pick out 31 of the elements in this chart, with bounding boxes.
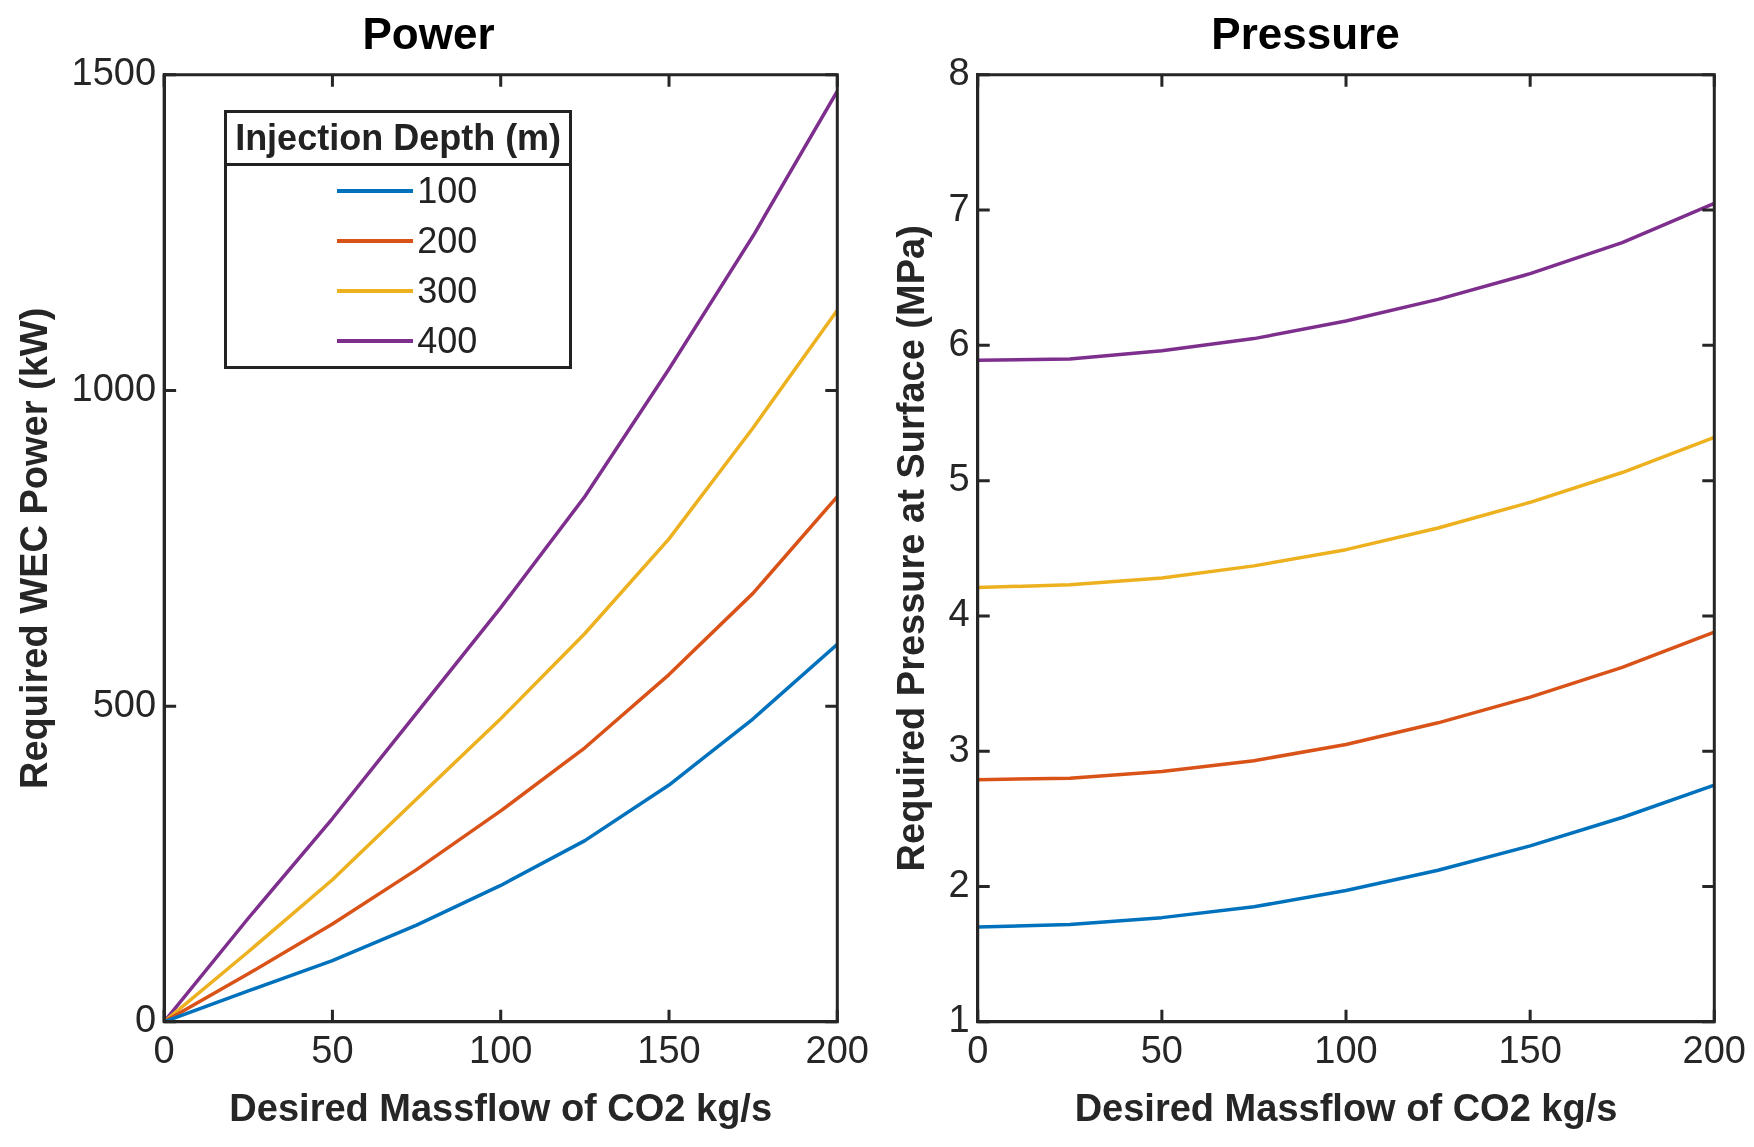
legend-label: 100	[417, 169, 478, 212]
x-tick-label: 100	[1314, 1029, 1378, 1072]
legend-title: Injection Depth (m)	[227, 112, 570, 166]
y-tick-label: 2	[948, 863, 970, 905]
x-tick-label: 100	[469, 1029, 533, 1072]
y-tick-label: 1000	[71, 366, 157, 409]
x-tick-label: 150	[637, 1029, 701, 1072]
x-tick-label: 50	[311, 1029, 354, 1072]
y-tick-label: 1500	[71, 51, 157, 94]
y-axis-title: Required Pressure at Surface (MPa)	[890, 225, 933, 872]
x-axis-title: Desired Massflow of CO2 kg/s	[1074, 1086, 1618, 1129]
legend-label: 400	[417, 319, 478, 362]
y-tick-label: 4	[948, 592, 970, 635]
y-axis-title: Required WEC Power (kW)	[13, 307, 56, 789]
y-tick-label: 3	[948, 727, 970, 770]
y-tick-label: 500	[92, 682, 157, 725]
chart-title: Power	[362, 8, 495, 58]
x-tick-label: 200	[805, 1029, 869, 1072]
chart-title: Pressure	[1211, 8, 1400, 58]
x-axis-title: Desired Massflow of CO2 kg/s	[229, 1086, 773, 1129]
y-tick-label: 1	[948, 998, 970, 1041]
legend-label: 200	[417, 219, 478, 262]
y-tick-label: 7	[948, 186, 970, 229]
x-tick-label: 50	[1140, 1029, 1184, 1072]
x-tick-label: 150	[1498, 1029, 1562, 1072]
y-tick-label: 5	[948, 457, 970, 500]
y-tick-label: 0	[134, 998, 157, 1041]
legend-label: 300	[417, 269, 478, 312]
y-tick-label: 8	[948, 51, 970, 94]
x-tick-label: 200	[1682, 1029, 1746, 1072]
y-tick-label: 6	[948, 321, 970, 364]
